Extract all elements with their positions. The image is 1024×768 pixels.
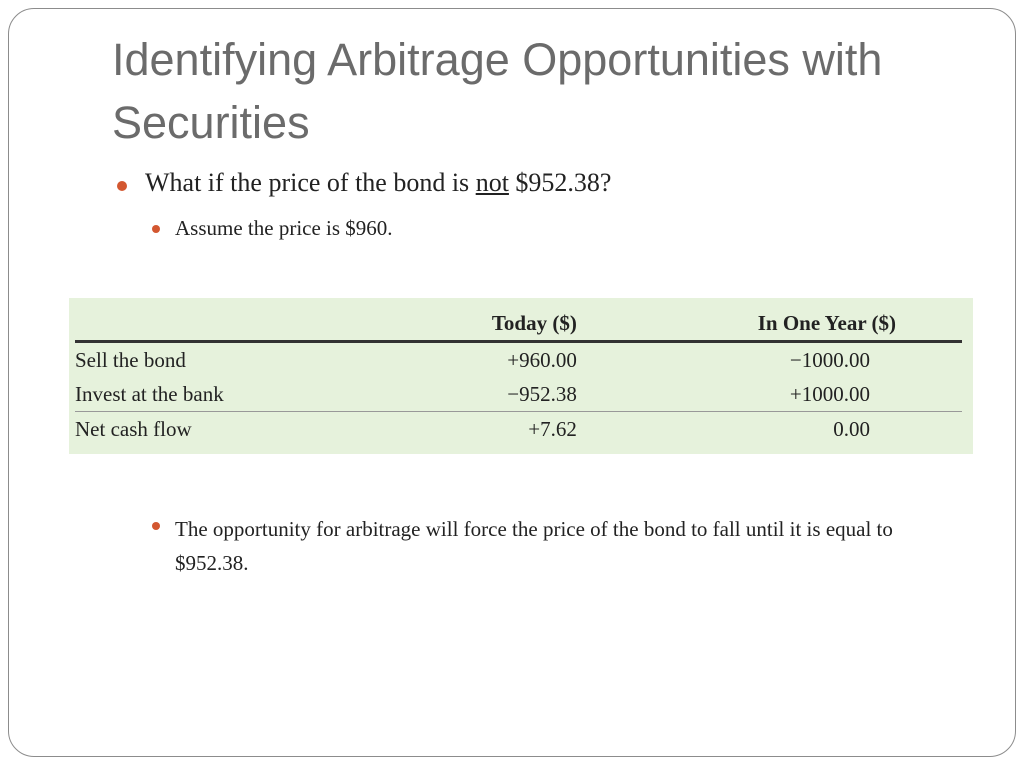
- row-today-value: +960.00: [507, 347, 577, 372]
- table-header-today: Today ($): [426, 308, 577, 343]
- bullet-question-prefix: What if the price of the bond is: [145, 168, 476, 197]
- bullet-question-emphasis: not: [475, 168, 509, 197]
- row-today-value: −952.38: [507, 381, 577, 406]
- table-row: Net cash flow +7.62 0.00: [75, 411, 962, 446]
- table-row: Sell the bond +960.00 −1000.00: [75, 342, 962, 378]
- table-header-label: [75, 308, 427, 343]
- bullet-dot-icon: [152, 522, 160, 530]
- bullet-dot-icon: [152, 225, 160, 233]
- row-label: Sell the bond: [75, 347, 186, 372]
- cash-flow-table: Today ($) In One Year ($) Sell the bond …: [75, 308, 962, 446]
- table-header-row: Today ($) In One Year ($): [75, 308, 962, 343]
- table-header-one-year: In One Year ($): [576, 308, 962, 343]
- slide-title: Identifying Arbitrage Opportunities with…: [112, 34, 883, 148]
- row-today-value: +7.62: [426, 411, 577, 446]
- bullet-conclusion: The opportunity for arbitrage will force…: [175, 517, 893, 575]
- row-year-value: +1000.00: [789, 381, 870, 406]
- bullet-question-suffix: $952.38?: [508, 168, 612, 197]
- bullet-question: What if the price of the bond is not $95…: [145, 168, 611, 198]
- cash-flow-table-panel: Today ($) In One Year ($) Sell the bond …: [69, 298, 973, 454]
- row-year-value: 0.00: [576, 411, 962, 446]
- table-row: Invest at the bank −952.38 +1000.00: [75, 377, 962, 412]
- bullet-assumption: Assume the price is $960.: [175, 216, 393, 240]
- row-label: Net cash flow: [75, 411, 427, 446]
- bullet-dot-icon: [117, 181, 127, 191]
- row-year-value: −1000.00: [789, 347, 870, 372]
- row-label: Invest at the bank: [75, 381, 224, 406]
